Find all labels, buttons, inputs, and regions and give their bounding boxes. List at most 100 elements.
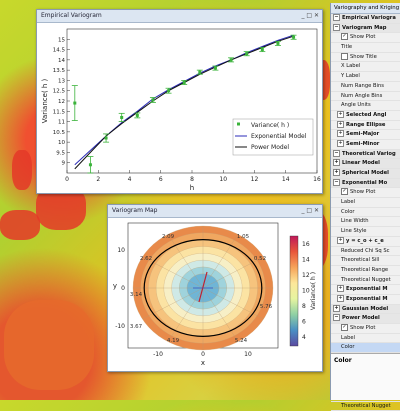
property-row[interactable]: −Power Model (331, 314, 400, 324)
window-controls[interactable]: _ □ ✕ (301, 205, 319, 217)
y-tick-label: 11 (58, 120, 65, 126)
window-titlebar[interactable]: Empirical Variogram _ □ ✕ (37, 10, 322, 23)
property-row[interactable]: ✓Show Plot (331, 188, 400, 198)
expand-icon[interactable]: + (337, 130, 344, 137)
property-row[interactable]: Y Label (331, 72, 400, 82)
property-label: Exponential M (346, 296, 388, 302)
property-row[interactable]: Num Range Bins (331, 82, 400, 92)
property-row[interactable]: Theoretical Nugget (331, 276, 400, 286)
property-label: Empirical Variogra (342, 15, 396, 21)
expand-icon[interactable]: + (337, 295, 344, 302)
property-row[interactable]: Angle Units (331, 101, 400, 111)
collapse-icon[interactable]: − (333, 150, 340, 157)
colorbar-tick: 4 (302, 334, 306, 341)
property-row[interactable]: +Range Ellipse (331, 121, 400, 131)
property-row[interactable]: ✓Show Plot (331, 33, 400, 43)
expand-icon[interactable]: + (337, 121, 344, 128)
x-tick-label: 12 (251, 176, 259, 183)
property-row[interactable]: +Gaussian Model (331, 305, 400, 315)
property-label: Power Model (342, 315, 380, 321)
window-titlebar[interactable]: Variogram Map _ □ ✕ (108, 205, 322, 218)
terrain-patch (0, 210, 40, 240)
property-row[interactable]: −Empirical Variogra (331, 14, 400, 24)
property-label: Linear Model (342, 160, 380, 166)
property-row[interactable]: Line Width (331, 217, 400, 227)
property-row[interactable]: +Exponential M (331, 285, 400, 295)
property-row[interactable]: Reduced Chi Sq Sc (331, 247, 400, 257)
property-row[interactable]: Theoretical Sill (331, 256, 400, 266)
variance-point (73, 102, 76, 105)
property-row[interactable]: X Label (331, 62, 400, 72)
x-tick-label: 0 (65, 176, 69, 183)
property-row[interactable]: Num Angle Bins (331, 92, 400, 102)
property-row[interactable]: +Spherical Model (331, 169, 400, 179)
expand-icon[interactable]: + (333, 305, 340, 312)
property-row[interactable]: +Selected Angl (331, 111, 400, 121)
expand-icon[interactable]: + (337, 285, 344, 292)
expand-icon[interactable]: + (337, 111, 344, 118)
x-tick-label: 0 (201, 351, 205, 358)
collapse-icon[interactable]: − (333, 179, 340, 186)
window-controls[interactable]: _ □ ✕ (301, 10, 319, 22)
collapse-icon[interactable]: − (333, 24, 340, 31)
collapse-icon[interactable]: − (333, 314, 340, 321)
window-title: Variogram Map (112, 207, 158, 214)
property-label: Y Label (341, 73, 360, 79)
legend-entry: Exponential Model (251, 133, 307, 140)
property-label: Num Angle Bins (341, 93, 382, 99)
variance-point (198, 71, 201, 74)
angle-label: 4.19 (167, 338, 180, 344)
property-row[interactable]: +y = c_o + c_e (331, 237, 400, 247)
property-row[interactable]: Show Title (331, 53, 400, 63)
checkbox[interactable]: ✓ (341, 188, 348, 195)
angle-label: 2.62 (140, 256, 152, 262)
checkbox[interactable] (341, 53, 348, 60)
x-axis-label: x (201, 359, 205, 367)
expand-icon[interactable]: + (337, 237, 344, 244)
expand-icon[interactable]: + (333, 169, 340, 176)
property-row[interactable]: Label (331, 198, 400, 208)
property-row[interactable]: Label (331, 334, 400, 344)
property-row[interactable]: Color (331, 208, 400, 218)
property-row[interactable]: +Semi-Major (331, 130, 400, 140)
property-row[interactable]: Title (331, 43, 400, 53)
property-row[interactable]: Theoretical Nugget (331, 402, 400, 411)
property-row[interactable]: +Linear Model (331, 159, 400, 169)
property-label: y = c_o + c_e (346, 238, 384, 244)
variance-point (292, 36, 295, 39)
property-label: Color (341, 344, 355, 350)
expand-icon[interactable]: + (333, 159, 340, 166)
property-row[interactable]: Theoretical Range (331, 266, 400, 276)
property-row[interactable]: −Variogram Map (331, 24, 400, 34)
checkbox[interactable]: ✓ (341, 324, 348, 331)
property-label: Semi-Major (346, 131, 379, 137)
property-label: Theoretical Nugget (341, 277, 391, 283)
checkbox[interactable]: ✓ (341, 33, 348, 40)
property-row[interactable]: −Exponential Mo (331, 179, 400, 189)
y-tick-label: 0 (121, 285, 125, 292)
property-row[interactable]: +Exponential M (331, 295, 400, 305)
property-label: Label (341, 199, 355, 205)
expand-icon[interactable]: + (337, 140, 344, 147)
property-row[interactable]: Color (331, 343, 400, 353)
property-row[interactable]: ✓Show Plot (331, 324, 400, 334)
property-row[interactable]: −Theoretical Variog (331, 150, 400, 160)
property-row[interactable]: Line Style (331, 227, 400, 237)
property-grid[interactable]: −Empirical Variogra−Variogram Map✓Show P… (331, 14, 400, 411)
property-row[interactable]: +Semi-Minor (331, 140, 400, 150)
y-tick-label: 10.5 (53, 130, 66, 136)
y-tick-label: -10 (115, 323, 125, 330)
collapse-icon[interactable]: − (333, 14, 340, 21)
y-axis-label: Variance( h ) (41, 78, 49, 123)
properties-panel[interactable]: Variography and Kriging −Empirical Vario… (330, 3, 400, 400)
property-label: Theoretical Nugget (341, 403, 391, 409)
y-tick-label: 13 (58, 78, 65, 84)
property-label: Num Range Bins (341, 83, 384, 89)
property-label: Exponential M (346, 286, 388, 292)
x-tick-label: 14 (282, 176, 290, 183)
y-axis-label: y (113, 282, 117, 290)
